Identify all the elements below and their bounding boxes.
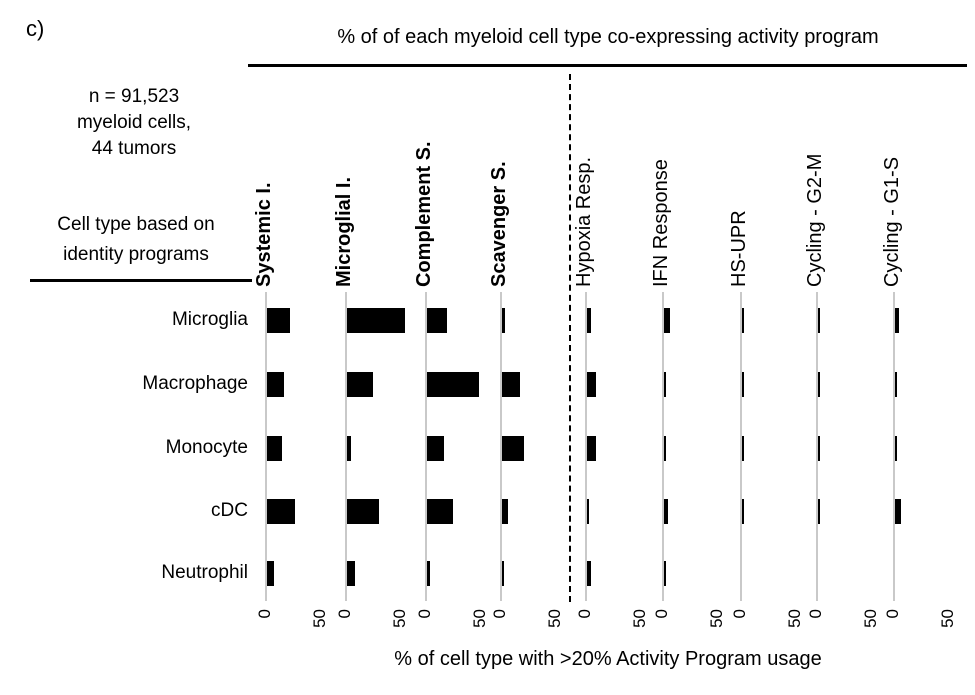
x-tick-label-cycling-g2-m-50: 50: [861, 609, 880, 628]
row-axis-label-line1: Cell type based on: [57, 214, 215, 235]
bar-macrophage-hs-upr: [742, 372, 744, 397]
x-axis-label: % of cell type with >20% Activity Progra…: [394, 648, 822, 670]
bar-cdc-hypoxia-resp: [587, 499, 589, 524]
x-tick-label-cycling-g2-m-0: 0: [806, 609, 825, 619]
x-tick-label-ifn-response-0: 0: [652, 609, 671, 619]
sample-size-line1: n = 91,523: [88, 86, 180, 107]
x-tick-label-microglial-i-0: 0: [335, 609, 354, 619]
bar-microglia-scavenger-s: [502, 308, 505, 333]
bar-microglia-hypoxia-resp: [587, 308, 591, 333]
bar-monocyte-systemic-i: [267, 436, 282, 461]
column-header-microglial-i: Microglial I.: [333, 176, 355, 287]
chart-title: % of of each myeloid cell type co-expres…: [337, 26, 879, 48]
bar-monocyte-scavenger-s: [502, 436, 524, 461]
bar-macrophage-cycling-g1-s: [895, 372, 897, 397]
program-axis-line-ifn-response: [662, 292, 664, 601]
bar-microglia-microglial-i: [347, 308, 405, 333]
x-tick-label-systemic-i-0: 0: [255, 609, 274, 619]
column-header-cycling-g1-s: Cycling - G1-S: [881, 156, 903, 287]
row-label-macrophage: Macrophage: [142, 373, 248, 394]
bar-microglia-systemic-i: [267, 308, 290, 333]
bar-microglia-hs-upr: [742, 308, 744, 333]
bar-neutrophil-hypoxia-resp: [587, 561, 591, 586]
bar-cdc-cycling-g2-m: [818, 499, 820, 524]
column-header-hypoxia-resp: Hypoxia Resp.: [573, 156, 595, 287]
bar-macrophage-cycling-g2-m: [818, 372, 820, 397]
panel-label: c): [26, 16, 45, 41]
bar-monocyte-cycling-g2-m: [818, 436, 820, 461]
bar-microglia-complement-s: [427, 308, 447, 333]
program-axis-line-microglial-i: [345, 292, 347, 601]
bar-macrophage-microglial-i: [347, 372, 373, 397]
column-header-cycling-g2-m: Cycling - G2-M: [804, 153, 826, 287]
x-tick-label-hypoxia-resp-0: 0: [575, 609, 594, 619]
row-axis-underline: [30, 279, 252, 282]
bar-macrophage-ifn-response: [664, 372, 666, 397]
column-header-hs-upr: HS-UPR: [728, 210, 750, 287]
sample-size-line3: 44 tumors: [91, 138, 177, 159]
title-underline: [248, 64, 967, 67]
bar-neutrophil-microglial-i: [347, 561, 355, 586]
bar-cdc-complement-s: [427, 499, 453, 524]
x-tick-label-ifn-response-50: 50: [707, 609, 726, 628]
program-axis-line-cycling-g2-m: [816, 292, 818, 601]
sample-size-annotation: n = 91,523 myeloid cells, 44 tumors: [28, 84, 240, 162]
x-tick-label-hypoxia-resp-50: 50: [630, 609, 649, 628]
row-axis-label: Cell type based on identity programs: [22, 210, 250, 270]
bar-neutrophil-complement-s: [427, 561, 430, 586]
program-axis-line-scavenger-s: [500, 292, 502, 601]
program-axis-line-hs-upr: [740, 292, 742, 601]
bar-cdc-microglial-i: [347, 499, 379, 524]
bar-monocyte-ifn-response: [664, 436, 666, 461]
bar-cdc-scavenger-s: [502, 499, 508, 524]
sample-size-line2: myeloid cells,: [76, 112, 192, 133]
bar-macrophage-hypoxia-resp: [587, 372, 596, 397]
bar-neutrophil-scavenger-s: [502, 561, 504, 586]
bar-cdc-systemic-i: [267, 499, 295, 524]
bar-macrophage-systemic-i: [267, 372, 284, 397]
bar-monocyte-hypoxia-resp: [587, 436, 596, 461]
program-axis-line-systemic-i: [265, 292, 267, 601]
column-header-scavenger-s: Scavenger S.: [488, 161, 510, 287]
bar-cdc-cycling-g1-s: [895, 499, 901, 524]
row-axis-label-line2: identity programs: [63, 244, 209, 265]
x-tick-label-microglial-i-50: 50: [390, 609, 409, 628]
bar-microglia-cycling-g1-s: [895, 308, 899, 333]
bar-macrophage-complement-s: [427, 372, 479, 397]
row-label-microglia: Microglia: [171, 309, 248, 330]
column-header-complement-s: Complement S.: [413, 141, 435, 287]
bar-cdc-ifn-response: [664, 499, 668, 524]
identity-activity-separator-line: [569, 74, 571, 602]
program-axis-line-hypoxia-resp: [585, 292, 587, 601]
bar-microglia-cycling-g2-m: [818, 308, 820, 333]
bar-monocyte-complement-s: [427, 436, 444, 461]
bar-microglia-ifn-response: [664, 308, 670, 333]
bar-monocyte-hs-upr: [742, 436, 744, 461]
bar-macrophage-scavenger-s: [502, 372, 520, 397]
program-axis-line-complement-s: [425, 292, 427, 601]
row-label-monocyte: Monocyte: [165, 437, 248, 458]
x-tick-label-hs-upr-0: 0: [730, 609, 749, 619]
column-header-systemic-i: Systemic I.: [253, 182, 275, 287]
row-label-neutrophil: Neutrophil: [161, 562, 248, 583]
x-tick-label-cycling-g1-s-50: 50: [938, 609, 957, 628]
x-tick-label-scavenger-s-0: 0: [490, 609, 509, 619]
column-header-ifn-response: IFN Response: [650, 159, 672, 287]
bar-neutrophil-ifn-response: [664, 561, 666, 586]
x-tick-label-scavenger-s-50: 50: [545, 609, 564, 628]
x-tick-label-complement-s-0: 0: [415, 609, 434, 619]
program-axis-line-cycling-g1-s: [893, 292, 895, 601]
x-tick-label-complement-s-50: 50: [470, 609, 489, 628]
row-label-cdc: cDC: [211, 500, 248, 521]
x-tick-label-cycling-g1-s-0: 0: [883, 609, 902, 619]
bar-monocyte-microglial-i: [347, 436, 351, 461]
x-tick-label-hs-upr-50: 50: [785, 609, 804, 628]
x-tick-label-systemic-i-50: 50: [310, 609, 329, 628]
bar-neutrophil-systemic-i: [267, 561, 274, 586]
bar-monocyte-cycling-g1-s: [895, 436, 897, 461]
bar-cdc-hs-upr: [742, 499, 744, 524]
